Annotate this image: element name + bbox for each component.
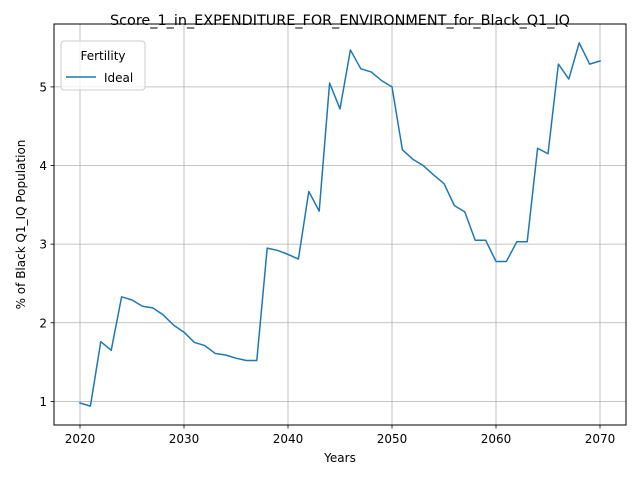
legend-label-ideal: Ideal — [104, 71, 133, 85]
x-tick-label: 2050 — [377, 432, 408, 446]
x-axis: 2020 2030 2040 2050 2060 2070 — [65, 425, 616, 446]
legend-title: Fertility — [80, 49, 125, 63]
x-tick-label: 2020 — [65, 432, 96, 446]
x-tick-label: 2060 — [481, 432, 512, 446]
plot-frame — [53, 23, 627, 426]
legend: Fertility Ideal — [60, 40, 146, 91]
y-tick-label: 1 — [39, 395, 47, 409]
series-layer — [79, 42, 601, 407]
y-tick-label: 4 — [39, 159, 47, 173]
y-axis-label: % of Black Q1_IQ Population — [14, 140, 28, 310]
x-tick-label: 2070 — [585, 432, 616, 446]
y-axis: 1 2 3 4 5 — [39, 80, 54, 409]
y-tick-label: 2 — [39, 316, 47, 330]
x-tick-label: 2040 — [273, 432, 304, 446]
chart-title: Score_1_in_EXPENDITURE_FOR_ENVIRONMENT_f… — [110, 13, 570, 29]
x-axis-label: Years — [323, 451, 356, 465]
series-line-ideal — [79, 42, 601, 407]
x-tick-label: 2030 — [169, 432, 200, 446]
grid-lines — [54, 24, 626, 425]
y-tick-label: 3 — [39, 238, 47, 252]
y-tick-label: 5 — [39, 80, 47, 94]
